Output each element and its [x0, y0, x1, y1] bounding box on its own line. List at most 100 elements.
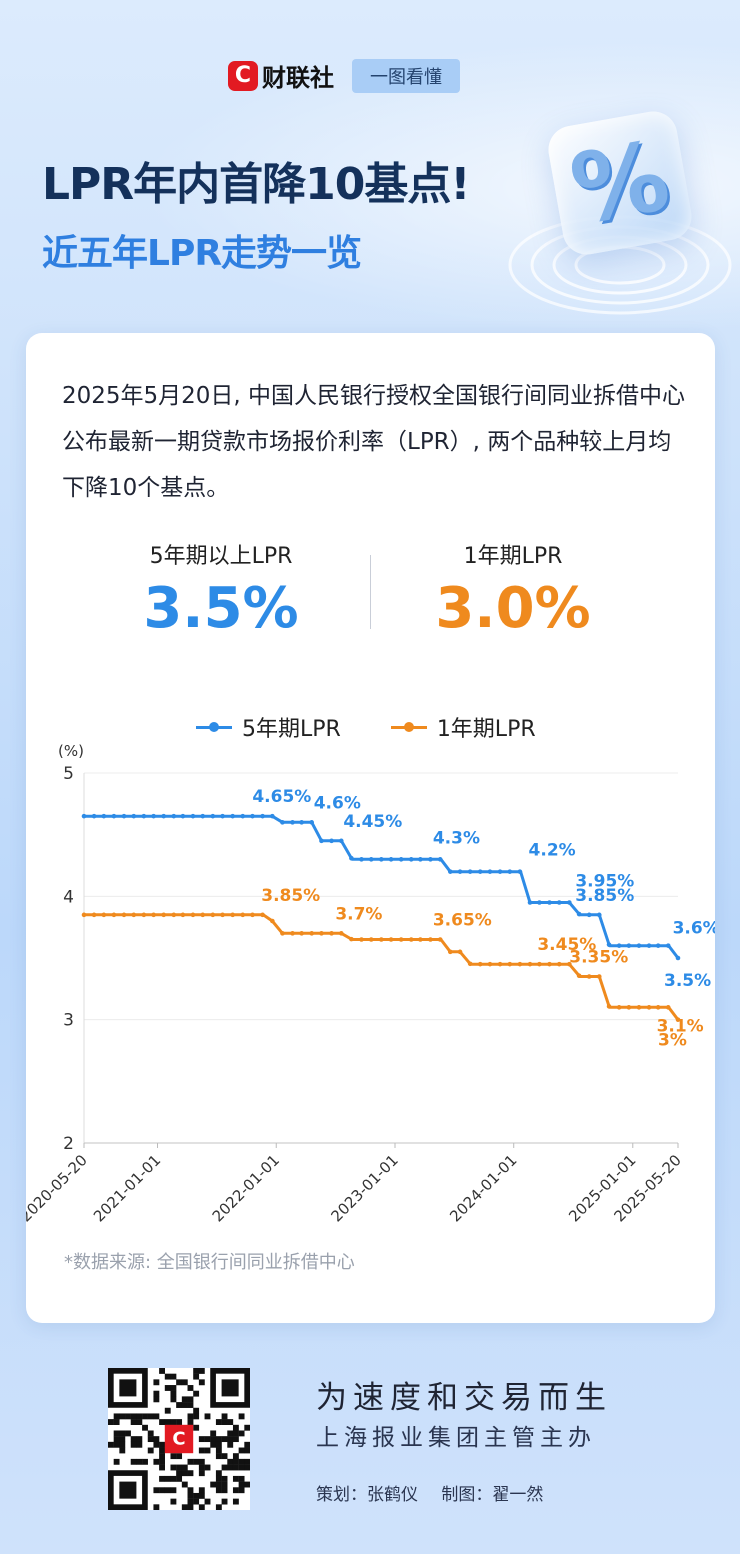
x-tick-label: 2024-01-01: [446, 1151, 520, 1225]
qr-module: [153, 1504, 160, 1510]
data-point: [91, 813, 97, 819]
qr-module: [147, 1413, 154, 1420]
qr-module: [159, 1453, 165, 1460]
qr-module: [238, 1447, 245, 1454]
qr-module: [176, 1419, 183, 1425]
qr-module: [187, 1504, 194, 1510]
qr-module: [210, 1481, 217, 1488]
qr-module: [193, 1413, 200, 1420]
data-point: [180, 912, 186, 918]
qr-module: [198, 1504, 205, 1510]
data-point: [121, 813, 127, 819]
qr-module: [142, 1413, 148, 1420]
data-label: 4.3%: [433, 828, 480, 848]
qr-center-mark: C: [172, 1429, 185, 1450]
data-point: [290, 820, 295, 825]
data-point: [636, 1005, 642, 1010]
qr-module: [181, 1470, 188, 1477]
qr-module: [147, 1430, 154, 1437]
qr-module: [221, 1475, 228, 1482]
data-point: [250, 813, 255, 819]
qr-module: [164, 1487, 171, 1494]
qr-module: [238, 1464, 245, 1471]
qr-module: [187, 1498, 194, 1505]
qr-module: [170, 1498, 177, 1505]
qr-module: [193, 1498, 200, 1505]
data-point: [665, 943, 671, 948]
data-point: [220, 912, 225, 918]
data-point: [457, 949, 463, 955]
stat-one-year-value: 3.0%: [435, 576, 591, 641]
percent-icon: %: [544, 107, 696, 259]
data-point: [418, 937, 423, 942]
qr-module: [193, 1373, 200, 1380]
qr-module: [176, 1379, 183, 1386]
qr-module: [159, 1458, 165, 1465]
data-source: *数据来源: 全国银行间同业拆借中心: [64, 1252, 355, 1273]
data-label: 3.1%: [657, 1016, 704, 1036]
slogan: 为速度和交易而生: [316, 1380, 612, 1416]
stat-divider: [370, 555, 371, 629]
data-point: [606, 942, 612, 947]
qr-module: [153, 1436, 160, 1443]
qr-module: [159, 1447, 165, 1454]
qr-module: [119, 1441, 126, 1448]
qr-module: [130, 1419, 137, 1425]
data-point: [368, 857, 374, 862]
qr-module: [153, 1390, 160, 1397]
qr-module: [125, 1413, 131, 1420]
qr-module: [113, 1458, 120, 1465]
qr-module: [159, 1475, 165, 1482]
qr-module: [119, 1436, 126, 1443]
qr-module: [153, 1487, 160, 1494]
qr-module: [130, 1413, 137, 1420]
data-point: [210, 912, 216, 918]
data-point: [309, 931, 315, 936]
data-point: [111, 813, 117, 819]
qr-module: [215, 1470, 222, 1477]
data-point: [408, 937, 414, 942]
data-point: [250, 912, 255, 918]
qr-module: [244, 1447, 250, 1454]
qr-module: [238, 1413, 245, 1420]
data-point: [180, 813, 186, 819]
legend-label-five-year: 5年期LPR: [242, 717, 341, 742]
qr-module: [130, 1458, 137, 1465]
data-label: 3.45%: [537, 935, 596, 955]
qr-code: C: [108, 1368, 250, 1510]
data-point: [161, 813, 166, 819]
qr-module: [221, 1436, 228, 1443]
x-tick-label: 2020-05-20: [26, 1151, 91, 1225]
data-point: [428, 937, 433, 942]
data-point: [111, 912, 117, 918]
data-point: [299, 820, 304, 825]
qr-module: [187, 1396, 194, 1403]
data-point: [359, 857, 364, 862]
data-label: 4.2%: [529, 841, 576, 861]
qr-module: [198, 1470, 205, 1477]
qr-module: [119, 1447, 126, 1454]
qr-module: [136, 1419, 143, 1425]
y-tick-label: 2: [63, 1134, 74, 1154]
qr-module: [204, 1413, 211, 1420]
qr-module: [170, 1453, 177, 1460]
qr-module: [215, 1436, 222, 1443]
data-label: 4.6%: [314, 793, 361, 813]
data-point: [101, 912, 107, 918]
stat-five-year: 5年期以上LPR 3.5%: [96, 538, 346, 641]
qr-module: [215, 1504, 222, 1510]
data-label: 3.85%: [261, 886, 320, 906]
data-point: [507, 961, 513, 967]
data-point: [527, 961, 533, 967]
data-point: [210, 813, 216, 819]
data-point: [675, 1017, 681, 1022]
qr-module: [198, 1368, 205, 1374]
qr-module: [232, 1453, 239, 1460]
qr-module: [244, 1441, 250, 1448]
qr-module: [221, 1487, 228, 1494]
qr-module: [238, 1458, 245, 1465]
qr-module: [193, 1407, 200, 1414]
data-point: [379, 857, 384, 862]
credits: 策划：张鹤仪 制图：翟一然: [316, 1480, 561, 1505]
data-point: [131, 912, 137, 918]
